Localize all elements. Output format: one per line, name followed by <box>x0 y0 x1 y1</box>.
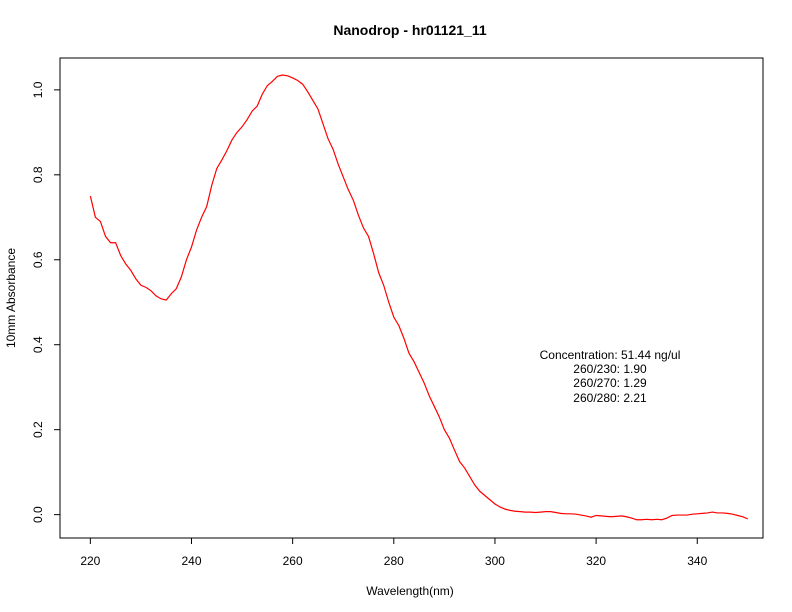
concentration-text: Concentration: 51.44 ng/ul <box>540 348 681 362</box>
y-axis-label: 10mm Absorbance <box>4 248 18 348</box>
plot-frame <box>59 57 764 539</box>
y-tick-label: 0.0 <box>31 506 45 523</box>
chart-title: Nanodrop - hr01121_11 <box>333 22 487 38</box>
x-axis-label: Wavelength(nm) <box>366 584 454 598</box>
x-tick-label: 300 <box>485 554 505 568</box>
y-tick-label: 0.8 <box>31 166 45 183</box>
ratio-260-230-text: 260/230: 1.90 <box>573 362 647 376</box>
y-axis: 0.0 0.2 0.4 0.6 0.8 1.0 <box>31 81 61 523</box>
absorbance-series-line <box>89 74 749 521</box>
x-tick-label: 280 <box>384 554 404 568</box>
ratio-260-270-text: 260/270: 1.29 <box>573 376 647 390</box>
ratio-260-280-text: 260/280: 2.21 <box>573 391 647 405</box>
y-tick-label: 0.4 <box>31 336 45 353</box>
stats-annotation: Concentration: 51.44 ng/ul 260/230: 1.90… <box>540 348 681 405</box>
x-tick-label: 240 <box>181 554 201 568</box>
y-tick-label: 1.0 <box>31 81 45 98</box>
y-tick-label: 0.2 <box>31 421 45 438</box>
x-tick-label: 220 <box>80 554 100 568</box>
y-tick-label: 0.6 <box>31 251 45 268</box>
x-tick-label: 340 <box>687 554 707 568</box>
x-tick-label: 260 <box>283 554 303 568</box>
x-axis: 220 240 260 280 300 320 340 <box>80 537 708 568</box>
x-tick-label: 320 <box>586 554 606 568</box>
